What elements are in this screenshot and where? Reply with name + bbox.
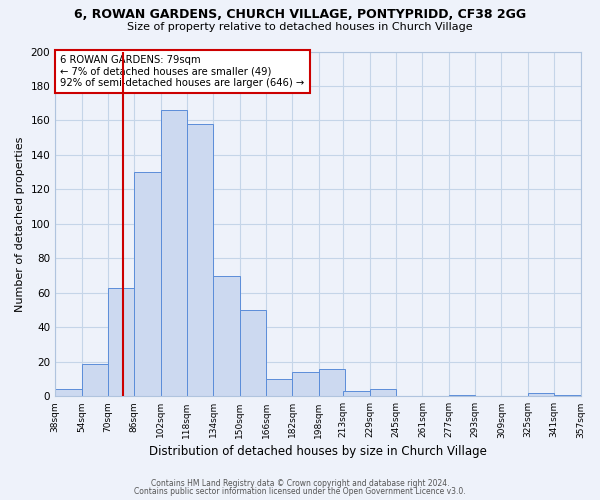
Text: Contains HM Land Registry data © Crown copyright and database right 2024.: Contains HM Land Registry data © Crown c… [151,478,449,488]
Text: 6 ROWAN GARDENS: 79sqm
← 7% of detached houses are smaller (49)
92% of semi-deta: 6 ROWAN GARDENS: 79sqm ← 7% of detached … [61,55,305,88]
Bar [134,172,161,396]
X-axis label: Distribution of detached houses by size in Church Village: Distribution of detached houses by size … [149,444,487,458]
Bar [449,394,475,396]
Bar [292,372,319,396]
Bar [266,379,292,396]
Text: Size of property relative to detached houses in Church Village: Size of property relative to detached ho… [127,22,473,32]
Bar [161,110,187,397]
Bar [108,288,134,397]
Text: 6, ROWAN GARDENS, CHURCH VILLAGE, PONTYPRIDD, CF38 2GG: 6, ROWAN GARDENS, CHURCH VILLAGE, PONTYP… [74,8,526,20]
Bar [554,394,581,396]
Bar [213,276,239,396]
Bar [55,390,82,396]
Text: Contains public sector information licensed under the Open Government Licence v3: Contains public sector information licen… [134,487,466,496]
Bar [239,310,266,396]
Bar [319,368,345,396]
Bar [82,364,108,396]
Y-axis label: Number of detached properties: Number of detached properties [15,136,25,312]
Bar [370,390,396,396]
Bar [528,393,554,396]
Bar [187,124,213,396]
Bar [343,391,370,396]
